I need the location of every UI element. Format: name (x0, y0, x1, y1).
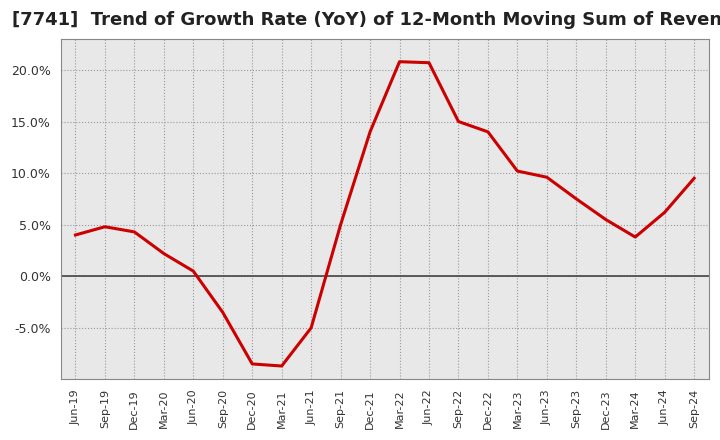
Title: [7741]  Trend of Growth Rate (YoY) of 12-Month Moving Sum of Revenues: [7741] Trend of Growth Rate (YoY) of 12-… (12, 11, 720, 29)
